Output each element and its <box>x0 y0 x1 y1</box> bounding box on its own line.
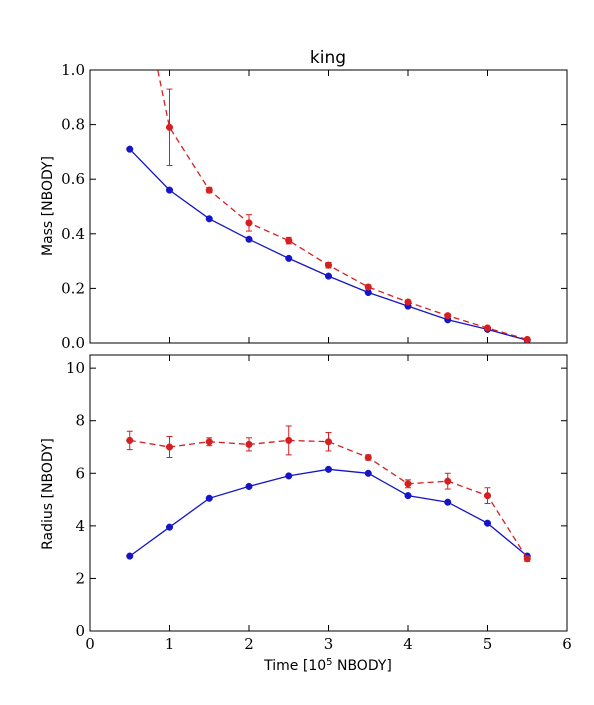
mass-y-tick-label: 0.6 <box>61 170 85 188</box>
radius-dashed-series-point <box>444 477 452 485</box>
mass-plot-frame <box>89 69 568 344</box>
radius-x-tick-label: 0 <box>85 635 95 653</box>
radius-solid-series-point <box>444 498 452 506</box>
radius-dashed-series-point <box>126 436 134 444</box>
mass-dashed-series-point <box>444 312 452 320</box>
x-axis-label: Time [105 NBODY] <box>263 657 392 675</box>
radius-y-tick-label: 4 <box>75 517 85 535</box>
mass-solid-series-point <box>285 254 293 262</box>
mass-panel: 0.0 0.2 0.4 0.6 0.8 1.0 <box>61 61 568 352</box>
radius-y-tick-label: 8 <box>75 412 85 430</box>
mass-dashed-series-point <box>483 324 492 332</box>
mass-solid-series-point <box>245 235 253 243</box>
mass-dashed-series-point <box>205 186 213 194</box>
mass-y-axis-label: Mass [NBODY] <box>40 156 56 256</box>
chart-title: king <box>310 48 346 68</box>
radius-x-tick-label: 3 <box>324 635 334 653</box>
radius-x-tick-label: 2 <box>244 635 254 653</box>
radius-solid-series-point <box>364 469 372 477</box>
mass-solid-series-point <box>205 215 213 223</box>
radius-solid-series-point <box>483 519 492 527</box>
radius-solid-series-point <box>205 494 213 502</box>
mass-y-tick-label: 0.2 <box>61 279 85 297</box>
radius-y-axis-label: Radius [NBODY] <box>40 438 56 550</box>
radius-dashed-series-point <box>523 555 531 563</box>
radius-dashed-series-point <box>324 438 333 446</box>
mass-dashed-series-point <box>364 283 372 291</box>
mass-solid-series-point <box>324 272 333 280</box>
radius-dashed-series-point <box>364 453 372 462</box>
radius-solid-series-point <box>404 492 412 500</box>
mass-y-tick-label: 0.0 <box>61 334 85 352</box>
radius-solid-series-point <box>245 482 253 490</box>
radius-solid-series-point <box>126 552 134 560</box>
mass-dashed-series-point <box>324 261 333 269</box>
radius-x-tick-label: 5 <box>483 635 493 653</box>
radius-dashed-series-point <box>245 440 253 448</box>
mass-y-tick-label: 0.8 <box>61 116 85 134</box>
radius-dashed-series-point <box>165 443 174 451</box>
radius-plot-frame <box>89 354 568 632</box>
radius-dashed-series-point <box>285 436 293 444</box>
radius-solid-series-point <box>285 472 293 480</box>
radius-dashed-series-point <box>483 492 492 500</box>
radius-solid-series-line <box>129 468 528 557</box>
mass-dashed-series-point <box>285 237 293 245</box>
radius-y-tick-label: 10 <box>66 359 85 377</box>
radius-y-tick-label: 6 <box>75 464 85 482</box>
radius-solid-series-point <box>324 465 333 473</box>
mass-solid-series-point <box>165 186 174 194</box>
radius-x-tick-label: 1 <box>165 635 175 653</box>
radius-dashed-series-line <box>129 439 528 560</box>
radius-solid-series-point <box>165 523 174 531</box>
radius-panel: 0 1 2 3 4 5 6 0 2 4 6 8 10 <box>66 354 572 653</box>
radius-x-tick-label: 4 <box>403 635 413 653</box>
mass-y-tick-label: 0.4 <box>61 225 85 243</box>
mass-dashed-series-point <box>245 219 253 227</box>
mass-dashed-series-point <box>523 335 531 343</box>
mass-dashed-series-point <box>404 298 412 306</box>
radius-y-tick-label: 2 <box>75 569 85 587</box>
radius-dashed-series-point <box>205 438 213 446</box>
mass-dashed-series-point <box>165 123 174 131</box>
radius-x-tick-label: 6 <box>562 635 572 653</box>
mass-solid-series-line <box>129 148 528 341</box>
radius-dashed-series-point <box>404 480 412 488</box>
mass-solid-series-point <box>126 145 134 153</box>
mass-y-tick-label: 1.0 <box>61 61 85 79</box>
radius-y-tick-label: 0 <box>75 622 85 640</box>
